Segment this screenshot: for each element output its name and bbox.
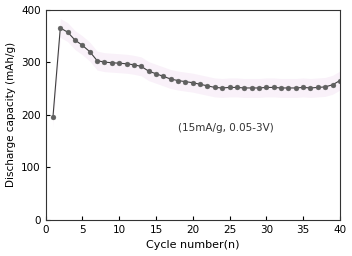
Y-axis label: Discharge capacity (mAh/g): Discharge capacity (mAh/g) <box>6 42 15 187</box>
Text: (15mA/g, 0.05-3V): (15mA/g, 0.05-3V) <box>178 123 274 133</box>
X-axis label: Cycle number(n): Cycle number(n) <box>146 240 239 250</box>
